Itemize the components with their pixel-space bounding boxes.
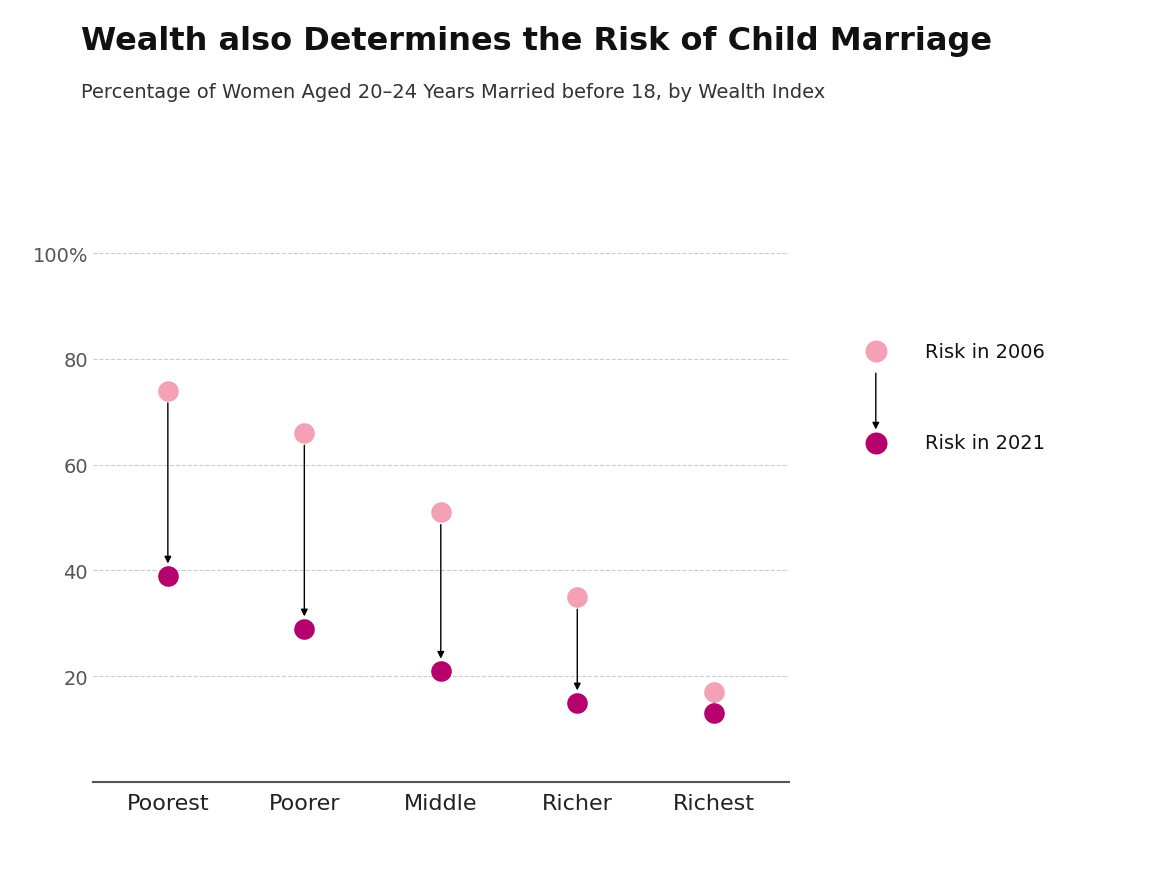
Point — [867, 436, 885, 450]
Point — [568, 696, 587, 710]
Point — [159, 569, 177, 583]
Text: Risk in 2021: Risk in 2021 — [925, 434, 1044, 453]
Text: Wealth also Determines the Risk of Child Marriage: Wealth also Determines the Risk of Child… — [81, 26, 992, 57]
Text: Risk in 2006: Risk in 2006 — [925, 342, 1044, 362]
Point — [704, 706, 723, 720]
Point — [159, 384, 177, 398]
Point — [432, 506, 450, 520]
Point — [295, 622, 313, 636]
Point — [867, 345, 885, 359]
Point — [568, 590, 587, 604]
Point — [295, 427, 313, 441]
Point — [704, 686, 723, 700]
Point — [432, 664, 450, 678]
Text: Percentage of Women Aged 20–24 Years Married before 18, by Wealth Index: Percentage of Women Aged 20–24 Years Mar… — [81, 83, 826, 102]
